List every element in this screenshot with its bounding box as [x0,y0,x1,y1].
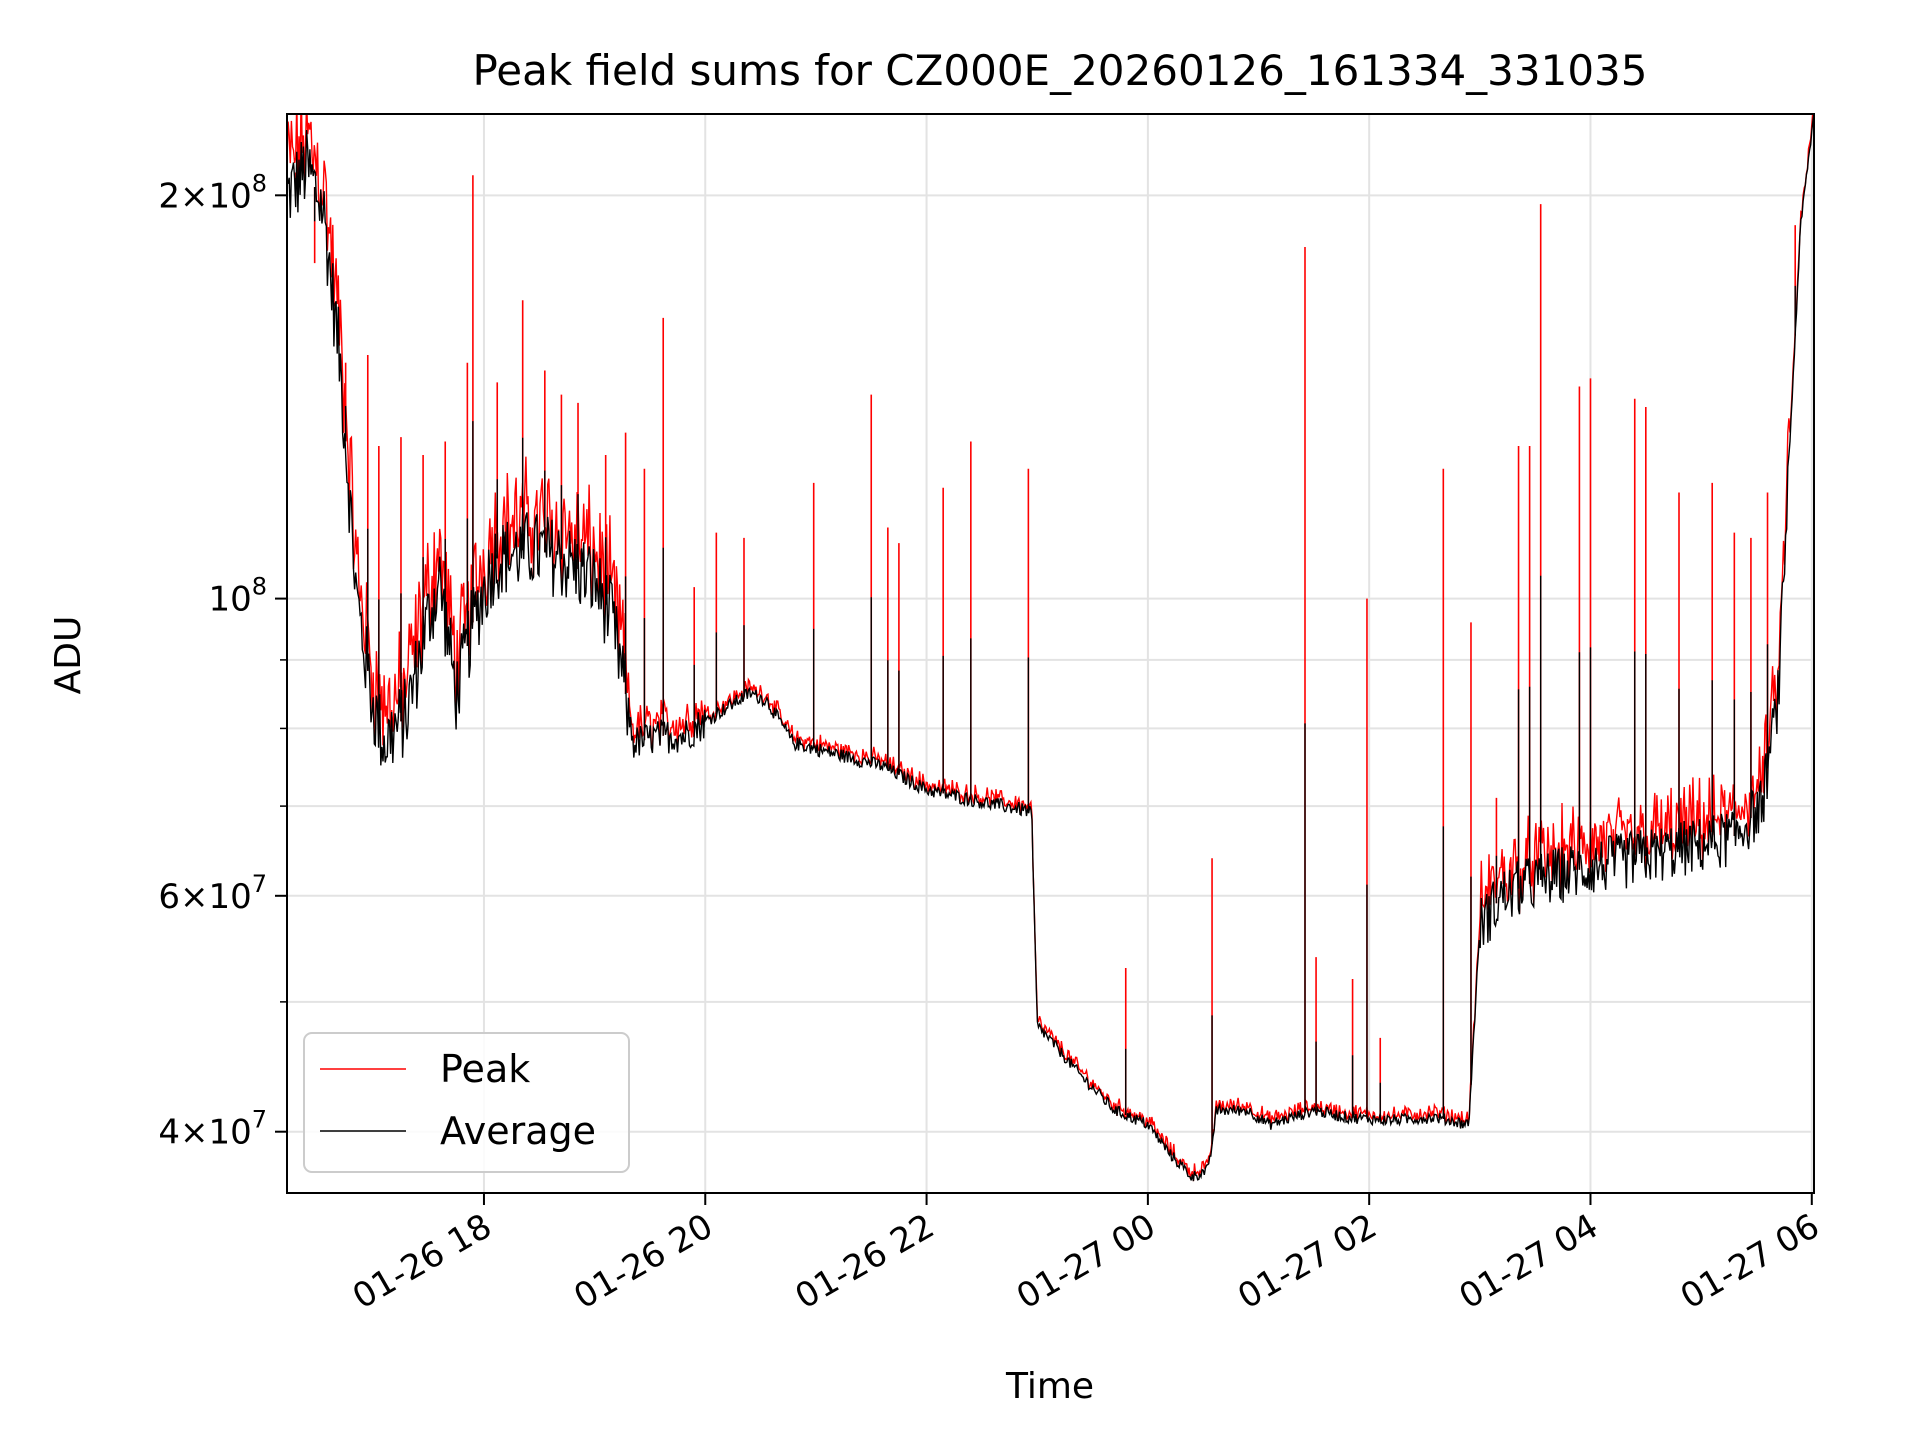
y-tick-label: 108 [208,573,267,620]
legend: Peak Average [303,1032,630,1173]
plot-frame [286,113,1815,1194]
grid [287,114,1814,1193]
y-tick-label: 4×107 [158,1106,267,1153]
y-axis: 4×107 6×107 108 2×108 [158,169,287,1153]
y-axis-label: ADU [48,616,89,695]
legend-label-peak: Peak [440,1047,530,1091]
chart-title: Peak field sums for CZ000E_20260126_1613… [472,46,1647,95]
average-series-line [287,114,1814,1182]
legend-label-average: Average [440,1109,596,1153]
series-group [287,114,1814,1182]
y-tick-label: 2×108 [158,169,267,216]
y-tick-label: 6×107 [158,870,267,917]
x-axis-label: Time [1005,1366,1094,1407]
legend-box [303,1032,630,1173]
